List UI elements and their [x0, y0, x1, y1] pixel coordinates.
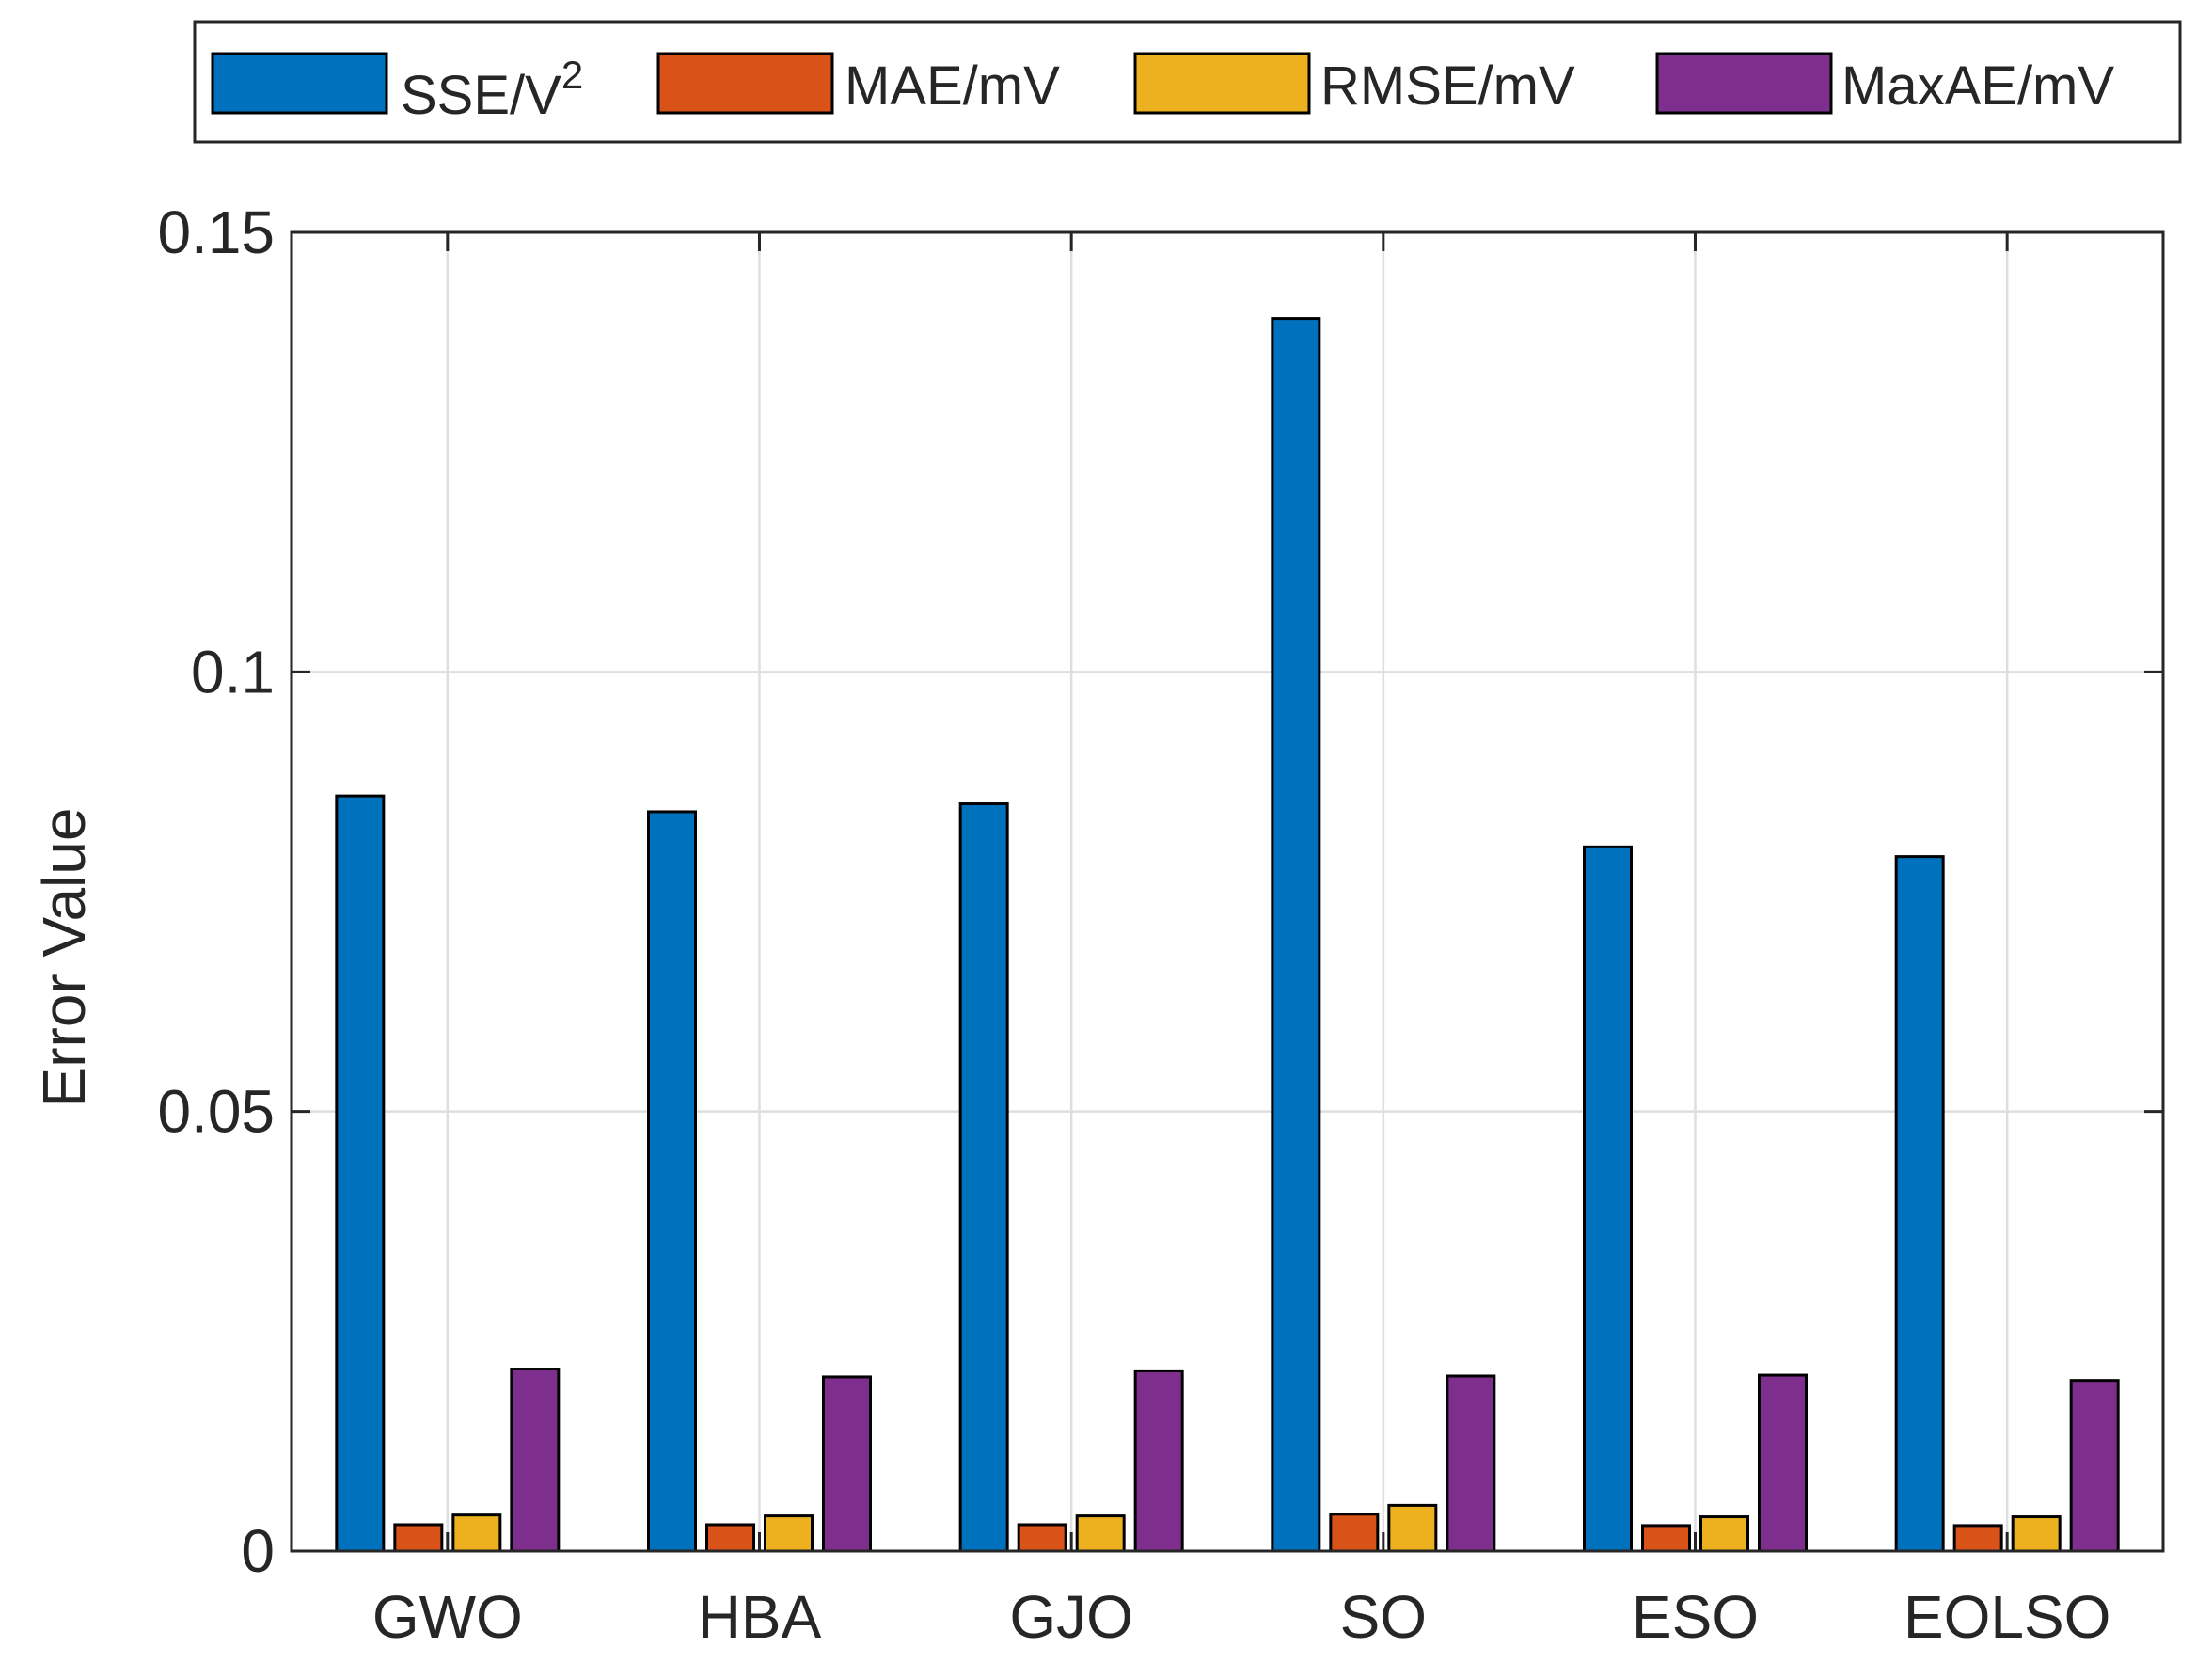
legend-entry-sse: SSE/V2: [211, 52, 583, 126]
x-tick-label-hba: HBA: [698, 1583, 822, 1651]
y-tick-label: 0.15: [157, 198, 275, 266]
bar-hba-sse-v: [647, 810, 697, 1553]
x-tick-label-eso: ESO: [1632, 1583, 1759, 1651]
y-axis-label: Error Value: [30, 808, 98, 1108]
bars: [335, 317, 2120, 1553]
x-tick-label-eolso: EOLSO: [1904, 1583, 2111, 1651]
bar-eso-mae-mv: [1641, 1524, 1691, 1553]
y-tick-label: 0.05: [157, 1078, 275, 1146]
y-tick-label: 0: [241, 1517, 275, 1585]
bar-eolso-maxae-mv: [2069, 1379, 2120, 1553]
y-tick-label: 0.1: [191, 638, 275, 705]
bar-gwo-maxae-mv: [510, 1368, 561, 1553]
legend-label-maxae: MaxAE/mV: [1841, 55, 2114, 117]
legend-label-mae: MAE/mV: [845, 55, 1060, 117]
bar-gjo-rmse-mv: [1075, 1514, 1126, 1553]
bar-hba-maxae-mv: [822, 1375, 872, 1553]
bar-gwo-mae-mv: [393, 1523, 444, 1553]
legend-swatch-mae: [656, 52, 834, 115]
legend-entry-maxae: MaxAE/mV: [1655, 52, 2114, 117]
bar-gwo-rmse-mv: [451, 1513, 502, 1553]
bar-eolso-sse-v: [1894, 855, 1945, 1553]
legend-swatch-sse: [211, 52, 388, 115]
x-tick-label-gwo: GWO: [372, 1583, 523, 1651]
axes: 0 0.05 0.1 0.15 GWO HBA GJO SO ESO EOLSO: [157, 198, 2165, 1651]
bar-gjo-maxae-mv: [1133, 1369, 1184, 1553]
legend-label-sse: SSE/V: [401, 65, 561, 126]
bar-eso-rmse-mv: [1699, 1515, 1749, 1553]
bar-gjo-sse-v: [958, 802, 1009, 1553]
legend: SSE/V2 MAE/mV RMSE/mV MaxAE/mV: [193, 20, 2182, 144]
legend-swatch-rmse: [1133, 52, 1311, 115]
legend-entry-rmse: RMSE/mV: [1133, 52, 1575, 117]
bar-hba-mae-mv: [705, 1523, 755, 1553]
bar-eso-maxae-mv: [1758, 1373, 1808, 1553]
svg-text:SSE/V2: SSE/V2: [401, 53, 583, 126]
bar-so-maxae-mv: [1446, 1374, 1496, 1553]
bar-gwo-sse-v: [335, 794, 386, 1553]
bar-eso-sse-v: [1583, 845, 1633, 1553]
x-tick-label-so: SO: [1340, 1583, 1427, 1651]
bar-so-rmse-mv: [1387, 1503, 1438, 1553]
bar-eolso-mae-mv: [1952, 1524, 2003, 1553]
bar-so-sse-v: [1271, 317, 1321, 1553]
bar-eolso-rmse-mv: [2011, 1515, 2062, 1553]
bar-hba-rmse-mv: [764, 1514, 814, 1553]
plot-frame: [290, 230, 2165, 1553]
legend-label-rmse: RMSE/mV: [1320, 55, 1575, 117]
bar-so-mae-mv: [1329, 1513, 1380, 1553]
bar-gjo-mae-mv: [1017, 1523, 1067, 1553]
legend-entry-mae: MAE/mV: [656, 52, 1060, 117]
legend-swatch-maxae: [1655, 52, 1833, 115]
x-tick-label-gjo: GJO: [1009, 1583, 1133, 1651]
legend-label-sse-superscript: 2: [561, 53, 583, 97]
